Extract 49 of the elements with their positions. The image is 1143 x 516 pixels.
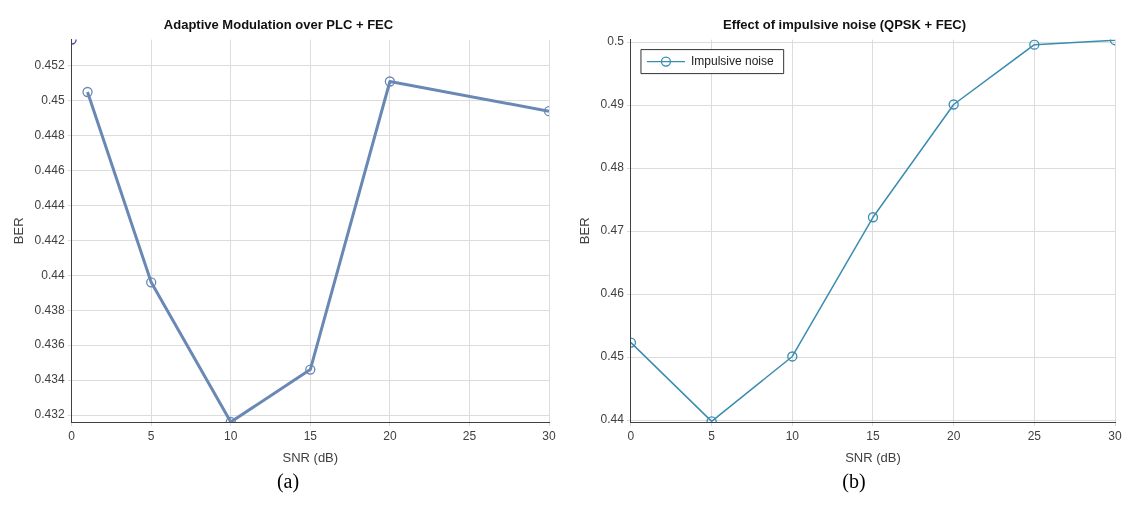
y-tick-label: 0.45 bbox=[41, 93, 65, 108]
x-axis-title: SNR (dB) bbox=[282, 449, 339, 465]
y-tick-label: 0.452 bbox=[34, 58, 65, 73]
y-tick-label: 0.432 bbox=[34, 407, 65, 422]
x-tick-label: 10 bbox=[224, 428, 238, 443]
y-tick-label: 0.44 bbox=[41, 267, 65, 282]
y-tick-label: 0.48 bbox=[600, 160, 625, 175]
point bbox=[787, 351, 798, 362]
y-tick-label: 0.444 bbox=[34, 197, 65, 212]
x-tick-label: 25 bbox=[462, 428, 477, 443]
y-tick-label: 0.5 bbox=[607, 34, 625, 49]
x-axis-title: SNR (dB) bbox=[845, 449, 901, 465]
x-tick-label: 30 bbox=[542, 428, 556, 443]
x-tick-label: 15 bbox=[866, 428, 880, 443]
y-tick-label: 0.45 bbox=[600, 349, 625, 364]
point bbox=[146, 277, 157, 288]
y-tick-label: 0.448 bbox=[34, 127, 65, 142]
chart-title: Effect of impulsive noise (QPSK + FEC) bbox=[722, 17, 967, 33]
y-tick-label: 0.49 bbox=[600, 97, 625, 112]
x-tick-label: 20 bbox=[946, 428, 961, 443]
point bbox=[305, 364, 316, 375]
y-tick-label: 0.446 bbox=[34, 162, 65, 177]
x-tick-label: 0 bbox=[627, 428, 635, 443]
y-axis-title: BER bbox=[11, 217, 27, 245]
text: (b) bbox=[841, 470, 867, 493]
y-tick-label: 0.47 bbox=[600, 223, 625, 238]
point bbox=[867, 212, 879, 223]
y-tick-label: 0.442 bbox=[34, 232, 65, 247]
y-tick-label: 0.436 bbox=[34, 337, 65, 352]
x-tick-label: 10 bbox=[785, 428, 800, 443]
x-tick-label: 15 bbox=[303, 428, 318, 443]
point bbox=[384, 76, 396, 87]
y-tick-label: 0.44 bbox=[600, 412, 625, 427]
x-tick-label: 20 bbox=[383, 428, 397, 443]
y-tick-label: 0.46 bbox=[600, 286, 625, 301]
point bbox=[948, 99, 959, 110]
y-tick-label: 0.434 bbox=[34, 372, 65, 387]
point bbox=[1029, 39, 1040, 50]
legend-label: Impulsive noise bbox=[690, 53, 774, 68]
y-tick-label: 0.438 bbox=[34, 302, 65, 317]
x-tick-label: 5 bbox=[708, 428, 716, 443]
x-tick-label: 25 bbox=[1027, 428, 1042, 443]
chart-title: Adaptive Modulation over PLC + FEC bbox=[163, 17, 394, 33]
y-axis-title: BER bbox=[577, 217, 593, 245]
x-tick-label: 30 bbox=[1108, 428, 1122, 443]
point bbox=[82, 86, 93, 98]
text: (a) bbox=[275, 470, 301, 493]
x-tick-label: 5 bbox=[147, 428, 155, 443]
x-tick-label: 0 bbox=[68, 428, 76, 443]
